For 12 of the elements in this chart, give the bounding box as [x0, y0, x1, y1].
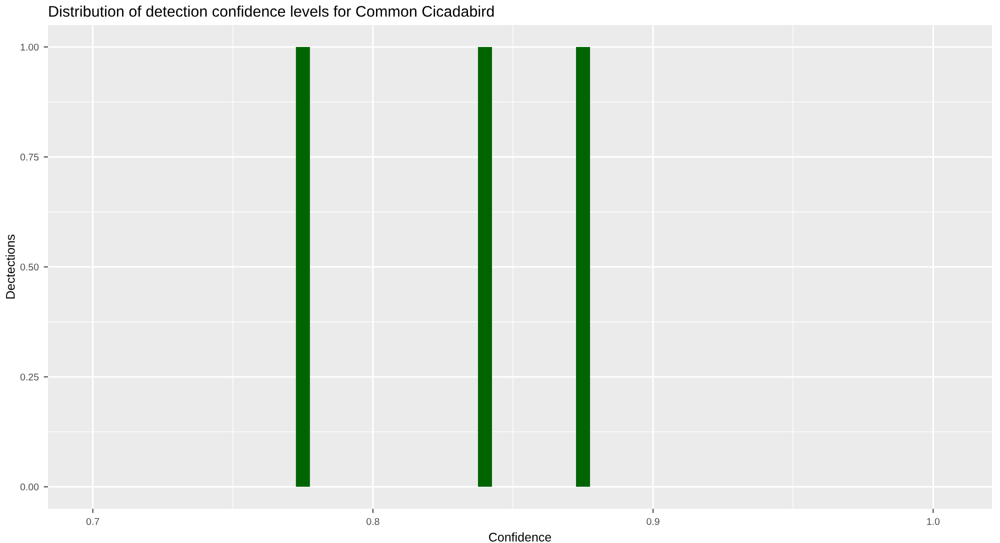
x-tick-label: 0.7 — [86, 518, 100, 525]
y-tick-label: 0.75 — [20, 154, 39, 161]
x-tick-label: 1.0 — [927, 518, 940, 525]
x-tick-label: 0.8 — [366, 518, 380, 525]
x-axis-title: Confidence — [489, 532, 552, 542]
y-tick-label: 0.00 — [20, 484, 39, 490]
y-axis-title: Dectections — [6, 234, 15, 299]
chart-title: Distribution of detection confidence levels for Common Cicadabird — [49, 6, 494, 17]
x-tick-label: 0.9 — [646, 518, 660, 525]
y-tick-label: 0.50 — [20, 264, 39, 271]
y-tick-label: 1.00 — [20, 44, 39, 51]
y-tick-label: 0.25 — [20, 374, 39, 380]
